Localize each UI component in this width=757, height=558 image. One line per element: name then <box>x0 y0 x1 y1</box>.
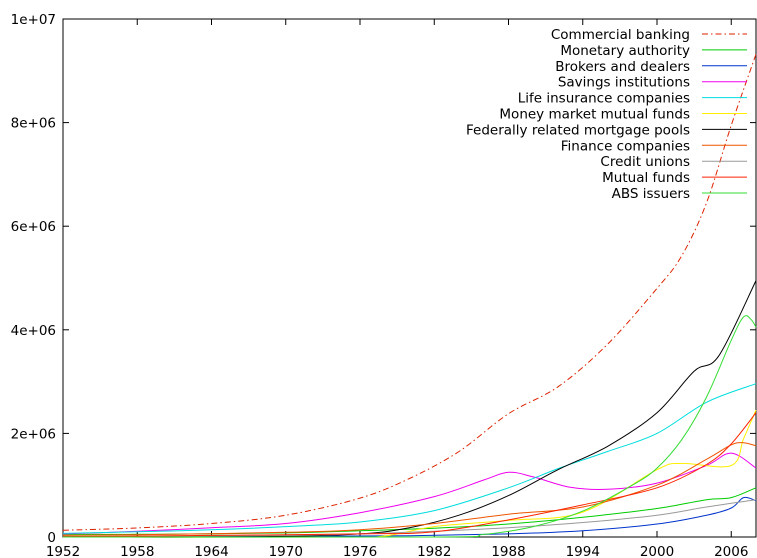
y-tick-label: 0 <box>47 530 56 546</box>
x-tick-label: 1958 <box>120 544 154 558</box>
legend-label-federally-related-mortgage-pools: Federally related mortgage pools <box>466 122 690 138</box>
series-lines <box>62 54 757 538</box>
y-tick-label: 1e+07 <box>11 12 56 28</box>
x-tick-label: 1970 <box>269 544 303 558</box>
series-line-federally-related-mortgage-pools <box>62 280 757 538</box>
x-tick-label: 1988 <box>491 544 525 558</box>
y-tick-labels: 0 2e+06 4e+06 6e+06 8e+06 1e+07 <box>11 12 56 546</box>
x-tick-label: 1952 <box>46 544 80 558</box>
series-line-commercial-banking <box>62 54 757 531</box>
legend-label-monetary-authority: Monetary authority <box>560 43 690 59</box>
legend-label-brokers-and-dealers: Brokers and dealers <box>555 59 690 75</box>
legend-label-life-insurance-companies: Life insurance companies <box>518 91 690 107</box>
series-line-mutual-funds <box>62 412 757 538</box>
series-line-abs-issuers <box>62 315 757 538</box>
legend-label-abs-issuers: ABS issuers <box>612 186 690 202</box>
x-tick-labels: 1952 1958 1964 1970 1976 1982 1988 1994 2000 2006 <box>46 544 749 558</box>
x-tick-label: 1994 <box>566 544 600 558</box>
y-tick-label: 2e+06 <box>11 426 56 442</box>
legend-label-finance-companies: Finance companies <box>561 138 690 154</box>
legend-label-credit-unions: Credit unions <box>600 154 690 170</box>
x-tick-label: 1976 <box>343 544 377 558</box>
x-tick-label: 1964 <box>194 544 228 558</box>
y-tick-label: 4e+06 <box>11 323 56 339</box>
legend-label-savings-institutions: Savings institutions <box>558 75 690 91</box>
series-line-savings-institutions <box>62 452 757 535</box>
x-tick-label: 2006 <box>714 544 748 558</box>
legend-label-commercial-banking: Commercial banking <box>551 27 690 43</box>
legend-label-money-market-mutual-funds: Money market mutual funds <box>499 107 690 123</box>
x-tick-label: 1982 <box>417 544 451 558</box>
series-line-life-insurance-companies <box>62 383 757 534</box>
legend-label-mutual-funds: Mutual funds <box>602 170 690 186</box>
series-line-money-market-mutual-funds <box>62 409 757 538</box>
x-tick-label: 2000 <box>640 544 674 558</box>
y-tick-label: 6e+06 <box>11 219 56 235</box>
series-line-finance-companies <box>62 442 757 536</box>
y-tick-label: 8e+06 <box>11 116 56 132</box>
